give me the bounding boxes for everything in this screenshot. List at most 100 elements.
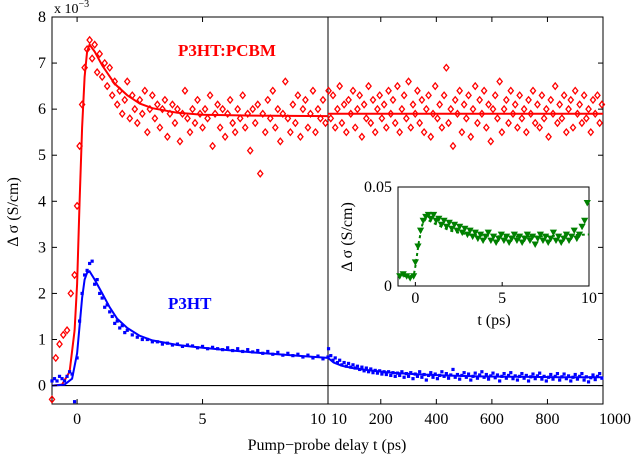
y-tick-label: 2: [38, 285, 46, 302]
inset-data-point: [492, 239, 500, 247]
data-point-diamond: [531, 118, 539, 128]
data-point-square: [329, 354, 333, 358]
data-point-square: [118, 326, 122, 330]
data-point-square: [526, 379, 531, 383]
data-point-diamond: [467, 132, 475, 142]
data-point-diamond: [431, 81, 439, 91]
data-point-diamond: [451, 95, 459, 105]
inset-data-point: [484, 229, 492, 237]
data-point-diamond: [378, 114, 386, 123]
data-point-diamond: [591, 109, 599, 118]
data-point-square: [404, 371, 408, 376]
data-point-square: [236, 347, 240, 351]
data-point-square: [286, 351, 290, 355]
data-point-square: [145, 337, 149, 342]
data-point-diamond: [540, 114, 548, 123]
x-tick-label: 10: [310, 411, 326, 428]
data-point-diamond: [394, 81, 401, 91]
left-fit-curves: [51, 42, 329, 387]
y-axis-ticks: 0 1 2 3 4 5 6 7 8: [38, 9, 603, 395]
data-point-square: [331, 358, 335, 362]
data-point-square: [246, 348, 250, 352]
data-point-diamond: [279, 109, 287, 118]
data-point-square: [316, 354, 320, 358]
inset-data-point: [476, 231, 485, 239]
data-point-diamond: [542, 104, 550, 114]
data-point-square: [566, 374, 571, 378]
data-point-square: [564, 377, 568, 381]
data-point-square: [216, 347, 220, 351]
data-point-square: [378, 369, 382, 373]
data-point-diamond: [56, 339, 63, 349]
data-point-diamond: [405, 77, 412, 86]
data-point-diamond: [529, 86, 537, 95]
data-point-diamond: [536, 123, 544, 132]
inset-data-point: [427, 215, 435, 223]
data-point-diamond: [304, 123, 312, 132]
data-point-square: [426, 373, 431, 378]
data-point-square: [93, 282, 97, 286]
data-point-diamond: [59, 330, 67, 340]
inset-data-point: [549, 229, 558, 237]
inset-data-point: [399, 271, 407, 278]
data-point-diamond: [416, 118, 424, 128]
data-point-square: [506, 373, 511, 378]
x-tick-label: 600: [480, 411, 504, 428]
data-point-diamond: [101, 58, 109, 68]
data-point-square: [88, 261, 92, 266]
data-point-diamond: [133, 118, 141, 128]
data-point-square: [210, 345, 215, 349]
data-point-square: [50, 379, 54, 383]
data-point-square: [420, 375, 424, 379]
data-point-square: [326, 347, 331, 351]
data-point-square: [435, 377, 440, 381]
inset-data-point: [534, 235, 542, 243]
data-point-square: [165, 341, 170, 345]
data-point-diamond: [176, 137, 184, 146]
data-point-diamond: [336, 81, 344, 91]
data-point-square: [108, 310, 112, 314]
data-point-diamond: [269, 86, 277, 95]
data-point-diamond: [206, 91, 214, 100]
data-point-diamond: [562, 127, 570, 137]
data-point-square: [75, 356, 79, 360]
data-point-square: [261, 351, 265, 355]
data-point-square: [62, 379, 67, 383]
inset-data-point: [539, 237, 547, 245]
data-point-diamond: [153, 100, 161, 109]
data-point-diamond: [286, 127, 294, 137]
data-point-diamond: [445, 118, 452, 128]
data-point-square: [155, 340, 159, 344]
data-point-diamond: [199, 123, 206, 132]
data-point-square: [70, 372, 74, 376]
inset-x-tick-label: 0: [411, 290, 419, 307]
data-point-diamond: [276, 137, 284, 146]
x-tick-label: 1000: [599, 411, 631, 428]
data-point-square: [100, 296, 104, 300]
data-point-square: [415, 374, 420, 378]
data-point-square: [482, 375, 486, 379]
data-point-diamond: [93, 68, 101, 77]
data-point-diamond: [271, 123, 279, 132]
data-point-diamond: [63, 326, 71, 335]
data-point-diamond: [181, 86, 189, 95]
data-point-square: [502, 371, 506, 376]
data-point-diamond: [342, 127, 350, 137]
data-point-square: [546, 375, 551, 379]
data-point-square: [251, 350, 255, 354]
data-point-square: [571, 375, 575, 379]
data-point-square: [598, 371, 602, 376]
inset-data-point: [495, 235, 503, 243]
data-point-square: [453, 375, 457, 379]
inset-fit-line: [398, 217, 590, 278]
data-point-diamond: [549, 109, 557, 118]
data-point-diamond: [360, 100, 368, 109]
data-point-diamond: [211, 109, 219, 118]
y-tick-label: 8: [38, 9, 46, 26]
data-point-square: [500, 374, 504, 378]
data-point-diamond: [471, 81, 479, 91]
data-point-diamond: [422, 104, 430, 114]
data-point-diamond: [121, 95, 129, 105]
inset-data-point: [471, 229, 479, 237]
data-point-diamond: [98, 72, 106, 82]
